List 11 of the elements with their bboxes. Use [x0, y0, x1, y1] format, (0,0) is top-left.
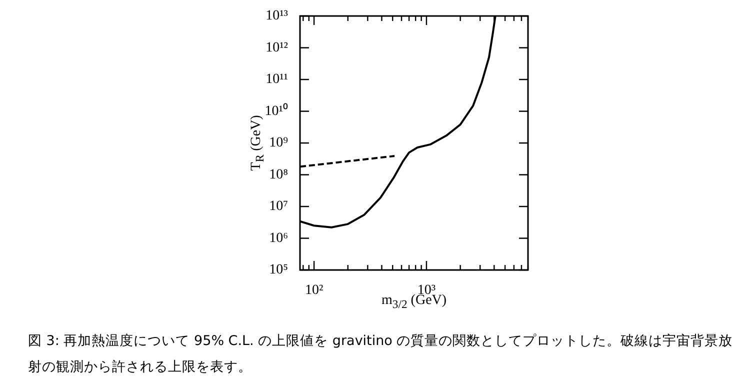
y-tick-label: 10¹² — [266, 40, 288, 56]
y-tick-label: 10¹¹ — [266, 72, 288, 88]
y-tick-label: 10⁵ — [269, 262, 288, 278]
y-tick-label: 10⁷ — [269, 199, 288, 214]
y-tick-label: 10⁹ — [269, 136, 288, 151]
y-tick-label: 10⁸ — [269, 167, 288, 182]
x-tick-label: 10² — [304, 283, 324, 298]
y-tick-label: 10⁶ — [269, 230, 288, 246]
y-tick-label: 10¹³ — [266, 8, 288, 24]
y-tick-label: 10¹⁰ — [264, 102, 288, 119]
caption: 図 3: 再加熱温度について 95% C.L. の上限値を gravitino の質量の関数としてプロットした。破線は宇宙背景放射の観測から許される上限を表す。 — [28, 332, 734, 377]
